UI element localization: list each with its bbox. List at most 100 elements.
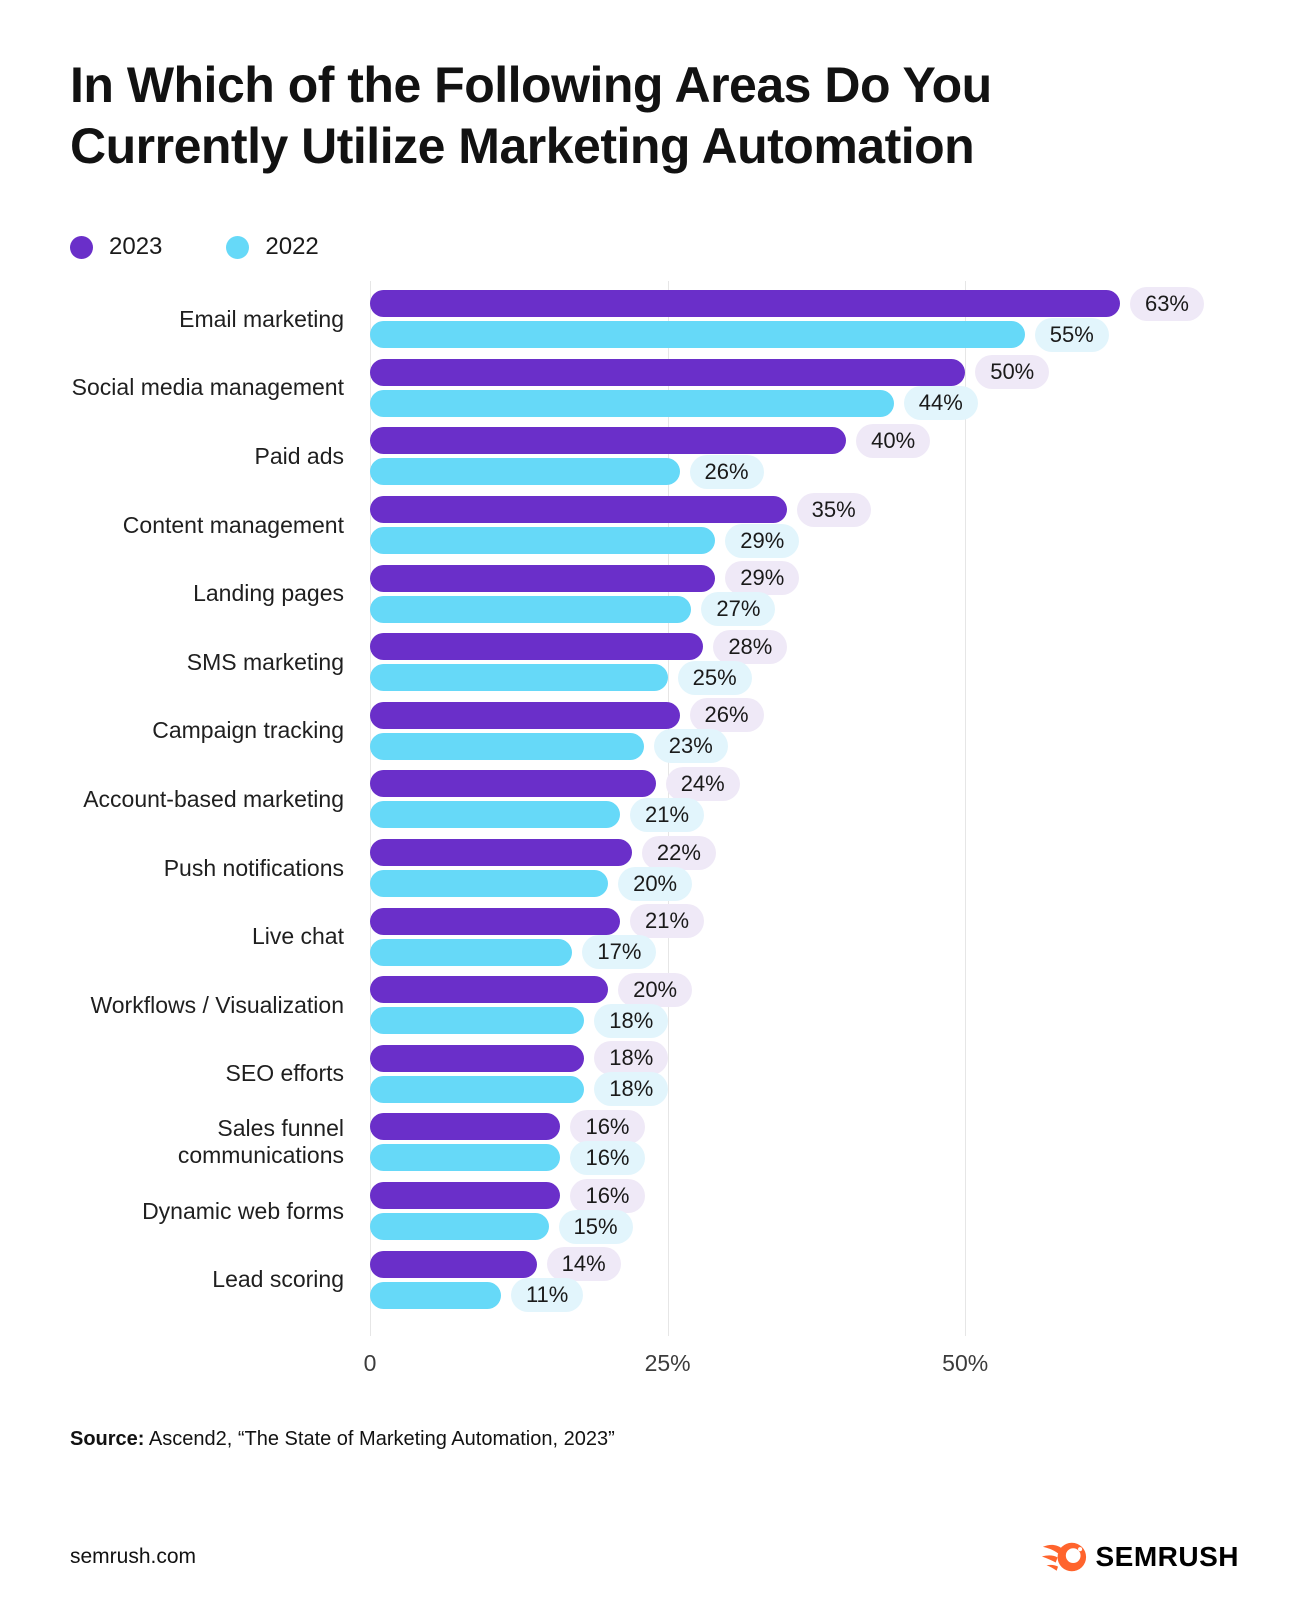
value-pill-2022: 21% [629, 797, 705, 832]
row-bars: 21% 17% [370, 904, 1239, 970]
value-pill-2023: 16% [570, 1178, 645, 1213]
bar-chart: Email marketing 63% 55% Social media man… [70, 281, 1239, 1376]
bar-2023 [370, 496, 787, 524]
value-pill-2022: 25% [677, 660, 752, 695]
value-pill-2022: 16% [570, 1140, 645, 1175]
category-label: Campaign tracking [152, 717, 344, 744]
source-note: Source: Ascend2, “The State of Marketing… [70, 1428, 1239, 1451]
value-pill-2022: 26% [689, 454, 764, 489]
bar-line-2022: 18% [370, 1072, 1239, 1107]
row-bars: 22% 20% [370, 835, 1239, 901]
category-label: Social media management [71, 374, 344, 401]
value-pill-2023: 35% [796, 492, 871, 527]
value-pill-2022: 29% [725, 523, 800, 558]
legend-item-2022: 2022 [226, 233, 319, 261]
bar-2022 [370, 595, 692, 623]
bar-line-2022: 55% [370, 317, 1239, 352]
bar-2022 [370, 389, 894, 417]
value-pill-2023: 28% [713, 629, 788, 664]
bar-line-2022: 15% [370, 1209, 1239, 1244]
row-bars: 35% 29% [370, 492, 1239, 558]
value-pill-2023: 16% [570, 1109, 645, 1144]
bar-line-2022: 29% [370, 523, 1239, 558]
bar-line-2022: 17% [370, 935, 1239, 970]
bar-line-2022: 27% [370, 592, 1239, 627]
value-pill-2022: 15% [558, 1209, 633, 1244]
value-pill-2022: 18% [594, 1003, 669, 1038]
semrush-wordmark: SEMRUSH [1095, 1541, 1239, 1572]
bar-line-2022: 11% [370, 1278, 1239, 1313]
legend-dot-2022-icon [226, 235, 250, 259]
chart-row: Paid ads 40% 26% [70, 422, 1239, 491]
chart-row: Sales funnel communications 16% 16% [70, 1108, 1239, 1177]
legend-label-2022: 2022 [265, 233, 319, 260]
category-label: Push notifications [163, 854, 344, 881]
value-pill-2022: 11% [510, 1278, 584, 1313]
chart-row: Email marketing 63% 55% [70, 285, 1239, 354]
footer: semrush.com SEMRUSH [70, 1540, 1239, 1574]
category-label: Dynamic web forms [142, 1197, 344, 1224]
semrush-logo: SEMRUSH [1041, 1540, 1239, 1574]
category-label: Live chat [251, 923, 344, 950]
bar-line-2023: 28% [370, 629, 1239, 664]
bar-2023 [370, 290, 1120, 318]
bar-2023 [370, 839, 632, 867]
bar-2023 [370, 976, 609, 1004]
bar-2022 [370, 1281, 501, 1309]
legend-label-2023: 2023 [109, 233, 163, 260]
value-pill-2022: 55% [1034, 317, 1109, 352]
bar-line-2023: 18% [370, 1041, 1239, 1076]
bar-line-2023: 16% [370, 1178, 1239, 1213]
row-bars: 20% 18% [370, 972, 1239, 1038]
x-axis: 0 25% 50% [364, 1336, 1239, 1376]
bar-2022 [370, 870, 609, 898]
value-pill-2023: 29% [725, 561, 800, 596]
bar-line-2023: 35% [370, 492, 1239, 527]
bar-line-2022: 25% [370, 660, 1239, 695]
row-bars: 18% 18% [370, 1041, 1239, 1107]
site-url: semrush.com [70, 1545, 197, 1568]
gridline [965, 281, 967, 1336]
bar-2023 [370, 633, 704, 661]
chart-row: Landing pages 29% 27% [70, 559, 1239, 628]
value-pill-2022: 17% [582, 935, 657, 970]
bar-2022 [370, 1007, 585, 1035]
value-pill-2023: 26% [689, 698, 764, 733]
chart-row: Workflows / Visualization 20% 18% [70, 971, 1239, 1040]
value-pill-2022: 27% [701, 592, 776, 627]
bar-2023 [370, 564, 716, 592]
value-pill-2023: 40% [856, 423, 931, 458]
bar-2022 [370, 527, 716, 555]
bar-2022 [370, 664, 668, 692]
category-label: Landing pages [193, 580, 344, 607]
semrush-comet-icon [1042, 1542, 1087, 1572]
value-pill-2023: 24% [665, 766, 740, 801]
bar-line-2023: 50% [370, 355, 1239, 390]
bar-2023 [370, 1182, 561, 1210]
bar-2022 [370, 1075, 585, 1103]
bar-line-2023: 40% [370, 423, 1239, 458]
chart-row: Social media management 50% 44% [70, 354, 1239, 423]
value-pill-2022: 23% [653, 729, 728, 764]
row-bars: 14% 11% [370, 1247, 1239, 1313]
value-pill-2023: 50% [975, 355, 1050, 390]
plot-rows: Email marketing 63% 55% Social media man… [70, 281, 1239, 1336]
source-text: Ascend2, “The State of Marketing Automat… [144, 1427, 615, 1450]
bar-line-2022: 18% [370, 1003, 1239, 1038]
value-pill-2023: 18% [594, 1041, 669, 1076]
bar-2023 [370, 358, 966, 386]
bar-2023 [370, 907, 620, 935]
bar-2023 [370, 1113, 561, 1141]
legend-dot-2023-icon [70, 235, 93, 259]
bar-2022 [370, 938, 573, 966]
chart-row: Live chat 21% 17% [70, 902, 1239, 971]
chart-row: SEO efforts 18% 18% [70, 1040, 1239, 1109]
chart-row: Content management 35% 29% [70, 491, 1239, 560]
chart-row: Lead scoring 14% 11% [70, 1245, 1239, 1314]
category-label: Account-based marketing [83, 785, 344, 812]
bar-line-2023: 16% [370, 1109, 1239, 1144]
value-pill-2023: 20% [618, 972, 693, 1007]
row-bars: 63% 55% [370, 286, 1239, 352]
value-pill-2023: 22% [641, 835, 716, 870]
bar-line-2022: 44% [370, 386, 1239, 421]
